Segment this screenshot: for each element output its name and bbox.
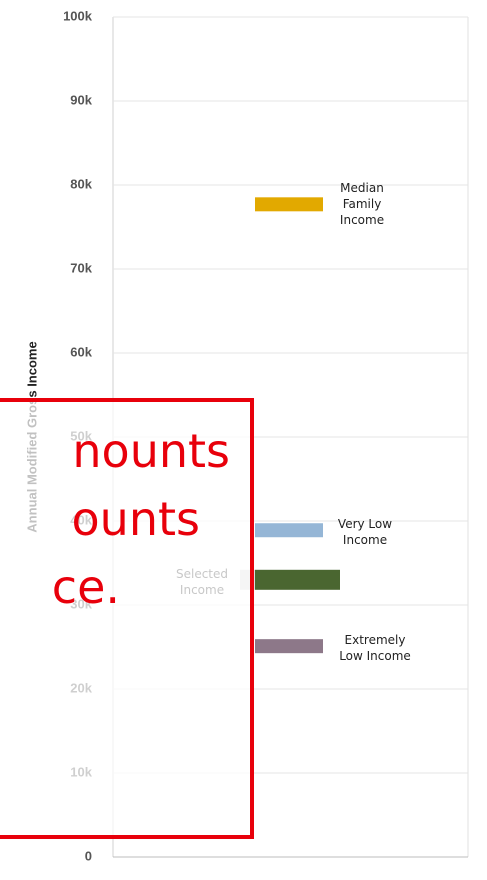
category-label: Selected Income — [175, 566, 229, 597]
y-tick-label: 0 — [85, 848, 92, 863]
category-label: Median Family Income — [339, 181, 385, 228]
y-tick-label: 80k — [70, 176, 92, 191]
callout-text: nounts — [72, 424, 230, 478]
y-tick-label: 60k — [70, 344, 92, 359]
bar — [255, 569, 340, 590]
category-label: Extremely Low Income — [339, 633, 411, 664]
y-tick-label: 90k — [70, 92, 92, 107]
callout-box: nounts ounts ce. — [0, 398, 254, 839]
bar — [255, 523, 323, 538]
callout-text: ce. — [51, 560, 120, 614]
bar — [255, 197, 323, 212]
bar — [255, 639, 323, 654]
y-tick-label: 70k — [70, 260, 92, 275]
callout-text: ounts — [71, 492, 200, 546]
y-tick-label: 100k — [63, 8, 93, 23]
category-label: Very Low Income — [337, 517, 393, 548]
